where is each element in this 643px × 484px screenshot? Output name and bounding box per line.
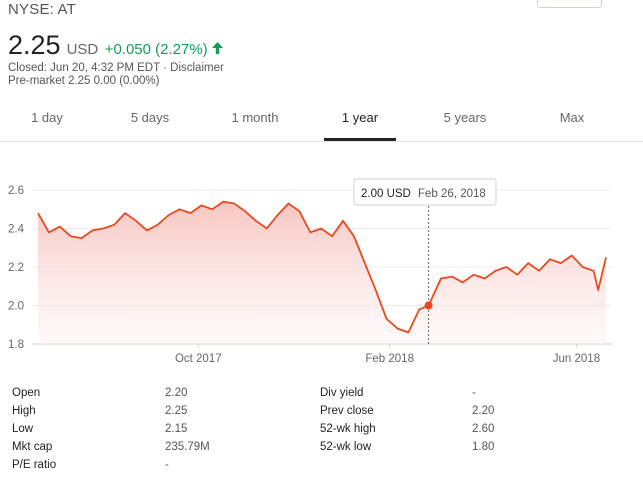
active-tab-indicator: [324, 138, 396, 141]
x-tick-label: Jun 2018: [553, 353, 600, 365]
tab-5-days[interactable]: 5 days: [130, 110, 170, 125]
tooltip-date: Feb 26, 2018: [418, 188, 486, 200]
arrow-up-icon: [211, 41, 223, 59]
y-tick-label: 1.8: [8, 339, 24, 351]
stat-value-mkt-cap: 235.79M: [165, 441, 210, 453]
stat-value-52wk-low: 1.80: [472, 441, 495, 453]
stat-label-prev-close: Prev close: [320, 405, 374, 417]
stat-label-low: Low: [12, 423, 34, 435]
premarket-info: Pre-market 2.25 0.00 (0.00%): [8, 75, 160, 87]
ticker-symbol: NYSE: AT: [8, 1, 77, 18]
stat-value-pe-ratio: -: [165, 459, 169, 471]
follow-button[interactable]: [537, 0, 602, 8]
x-tick-label: Oct 2017: [175, 353, 222, 365]
stat-label-52wk-low: 52-wk low: [320, 441, 372, 453]
stat-label-div-yield: Div yield: [320, 387, 364, 399]
chart-area-fill: [38, 201, 606, 344]
x-tick-label: Feb 2018: [365, 353, 414, 365]
price-change: +0.050 (2.27%): [104, 41, 208, 58]
tab-1-day[interactable]: 1 day: [31, 110, 63, 125]
y-tick-label: 2.2: [8, 262, 24, 274]
stat-label-52wk-high: 52-wk high: [320, 423, 376, 435]
tooltip: 2.00 USD Feb 26, 2018: [353, 178, 497, 206]
stat-value-high: 2.25: [165, 405, 188, 417]
stat-value-low: 2.15: [165, 423, 188, 435]
currency-label: USD: [66, 41, 99, 58]
stat-value-div-yield: -: [472, 387, 476, 399]
tab-1-year[interactable]: 1 year: [341, 110, 379, 125]
price-row: 2.25 USD +0.050 (2.27%): [8, 30, 223, 61]
closed-info: Closed: Jun 20, 4:32 PM EDT · Disclaimer: [8, 62, 224, 74]
stat-label-high: High: [12, 405, 36, 417]
current-price: 2.25: [8, 30, 61, 60]
divider: [0, 141, 643, 142]
stat-value-52wk-high: 2.60: [472, 423, 495, 435]
price-chart[interactable]: 2.00 USD Feb 26, 2018 2.6 2.4 2.2 2.0 1.8 Oc…: [0, 172, 643, 372]
hover-dot: [424, 301, 433, 310]
y-tick-label: 2.4: [8, 224, 25, 236]
stat-label-mkt-cap: Mkt cap: [12, 441, 53, 453]
tab-max[interactable]: Max: [559, 110, 585, 125]
stat-label-open: Open: [12, 387, 41, 399]
stat-label-pe-ratio: P/E ratio: [12, 459, 57, 471]
stat-value-prev-close: 2.20: [472, 405, 495, 417]
tab-1-month[interactable]: 1 month: [231, 110, 279, 125]
y-tick-label: 2.6: [8, 185, 24, 197]
tooltip-value: 2.00 USD: [361, 188, 411, 200]
chart-line: [37, 200, 607, 334]
range-tabs: 1 day 5 days 1 month 1 year 5 years Max: [0, 104, 643, 141]
y-tick-label: 2.0: [8, 301, 24, 313]
stat-value-open: 2.20: [165, 387, 188, 399]
tab-5-years[interactable]: 5 years: [443, 110, 487, 125]
